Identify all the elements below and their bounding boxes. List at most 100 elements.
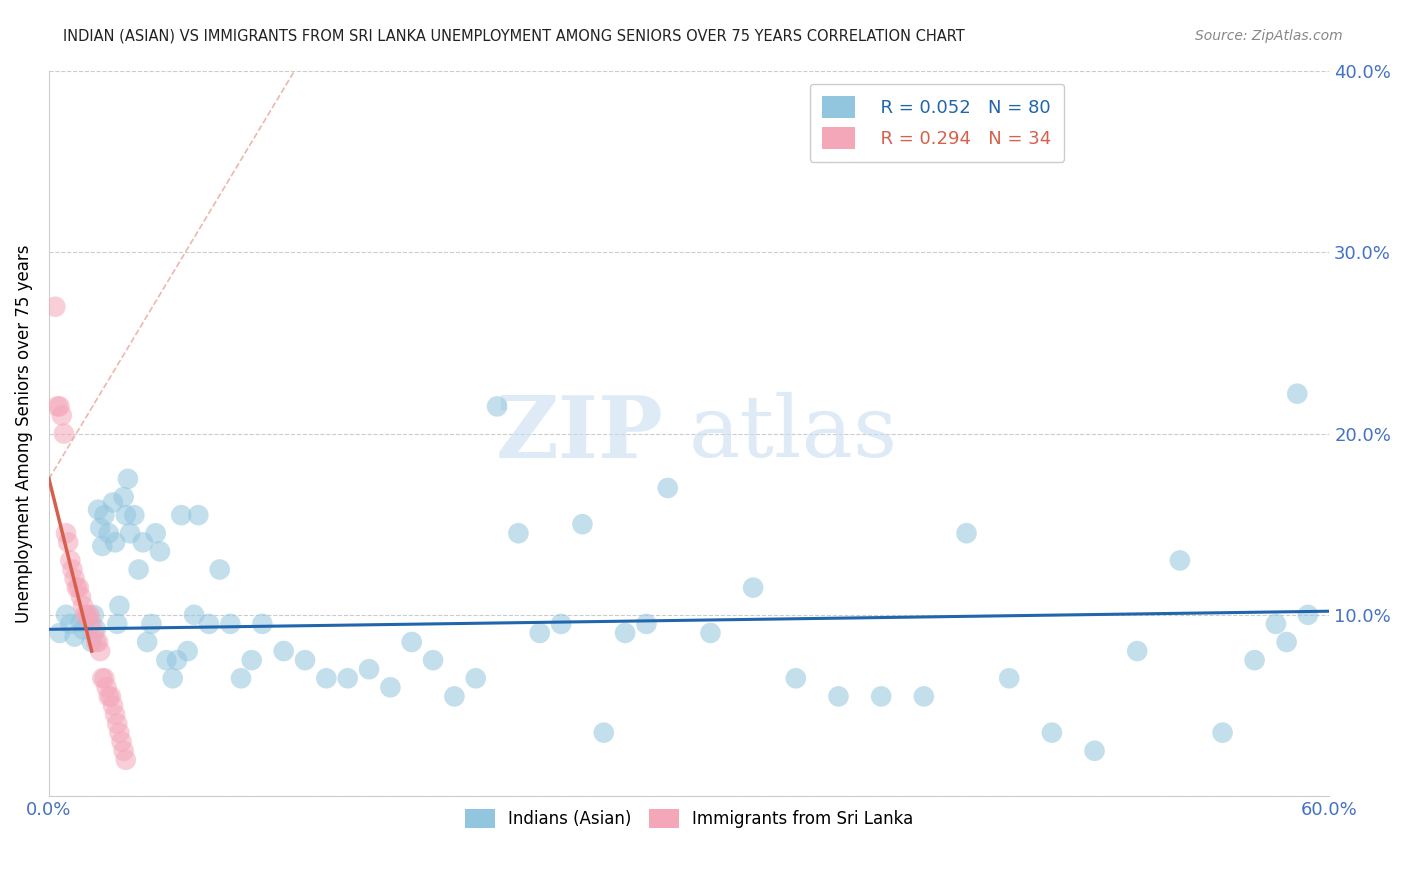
Point <box>141 616 163 631</box>
Point <box>100 690 122 704</box>
Point <box>105 616 128 631</box>
Point <box>315 671 337 685</box>
Point <box>219 616 242 631</box>
Point <box>117 472 139 486</box>
Point <box>91 539 114 553</box>
Point <box>76 611 98 625</box>
Point <box>114 753 136 767</box>
Point <box>742 581 765 595</box>
Point <box>357 662 380 676</box>
Point <box>1126 644 1149 658</box>
Point <box>97 690 120 704</box>
Point <box>104 535 127 549</box>
Point <box>89 521 111 535</box>
Point <box>97 526 120 541</box>
Point <box>166 653 188 667</box>
Point <box>44 300 66 314</box>
Point <box>336 671 359 685</box>
Point <box>380 681 402 695</box>
Point <box>80 616 103 631</box>
Point <box>112 490 135 504</box>
Point <box>1168 553 1191 567</box>
Point <box>785 671 807 685</box>
Point <box>550 616 572 631</box>
Text: INDIAN (ASIAN) VS IMMIGRANTS FROM SRI LANKA UNEMPLOYMENT AMONG SENIORS OVER 75 Y: INDIAN (ASIAN) VS IMMIGRANTS FROM SRI LA… <box>63 29 965 44</box>
Point <box>955 526 977 541</box>
Point <box>93 508 115 523</box>
Point <box>59 553 82 567</box>
Point <box>252 616 274 631</box>
Text: Source: ZipAtlas.com: Source: ZipAtlas.com <box>1195 29 1343 43</box>
Point <box>827 690 849 704</box>
Y-axis label: Unemployment Among Seniors over 75 years: Unemployment Among Seniors over 75 years <box>15 244 32 623</box>
Point <box>52 426 75 441</box>
Point <box>162 671 184 685</box>
Point <box>636 616 658 631</box>
Point <box>89 644 111 658</box>
Point <box>529 626 551 640</box>
Point <box>870 690 893 704</box>
Point <box>101 495 124 509</box>
Point <box>108 599 131 613</box>
Point <box>72 623 94 637</box>
Point <box>110 735 132 749</box>
Point <box>66 581 89 595</box>
Point <box>63 572 86 586</box>
Point <box>46 400 69 414</box>
Point <box>155 653 177 667</box>
Point <box>87 502 110 516</box>
Point <box>571 517 593 532</box>
Point <box>294 653 316 667</box>
Point <box>48 626 70 640</box>
Point <box>124 508 146 523</box>
Point <box>229 671 252 685</box>
Point <box>87 635 110 649</box>
Point <box>72 599 94 613</box>
Text: atlas: atlas <box>689 392 898 475</box>
Point <box>1286 386 1309 401</box>
Point <box>114 508 136 523</box>
Point <box>592 725 614 739</box>
Point <box>93 671 115 685</box>
Point <box>67 581 90 595</box>
Point <box>101 698 124 713</box>
Point <box>657 481 679 495</box>
Point <box>1243 653 1265 667</box>
Point <box>51 409 73 423</box>
Point <box>176 644 198 658</box>
Point <box>83 626 105 640</box>
Point <box>76 607 98 622</box>
Point <box>998 671 1021 685</box>
Point <box>128 562 150 576</box>
Point <box>108 725 131 739</box>
Point <box>48 400 70 414</box>
Point <box>614 626 637 640</box>
Point <box>112 744 135 758</box>
Point <box>464 671 486 685</box>
Point <box>120 526 142 541</box>
Point <box>1083 744 1105 758</box>
Point <box>55 607 77 622</box>
Point <box>1264 616 1286 631</box>
Point <box>1275 635 1298 649</box>
Point <box>56 535 79 549</box>
Point <box>1296 607 1319 622</box>
Point <box>273 644 295 658</box>
Point <box>443 690 465 704</box>
Point <box>70 590 93 604</box>
Point <box>183 607 205 622</box>
Point <box>70 615 93 629</box>
Point <box>79 607 101 622</box>
Point <box>96 681 118 695</box>
Point <box>1212 725 1234 739</box>
Point <box>187 508 209 523</box>
Point <box>105 716 128 731</box>
Point <box>63 630 86 644</box>
Point <box>75 607 97 622</box>
Point <box>132 535 155 549</box>
Point <box>62 562 84 576</box>
Point <box>84 623 107 637</box>
Point <box>486 400 509 414</box>
Point <box>145 526 167 541</box>
Point <box>91 671 114 685</box>
